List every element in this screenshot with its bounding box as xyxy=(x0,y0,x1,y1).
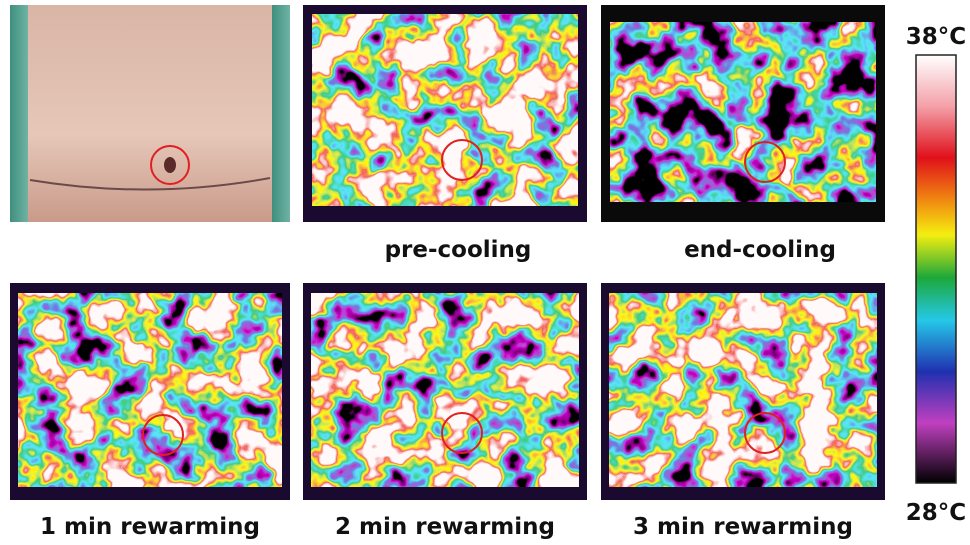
caption: 2 min rewarming xyxy=(335,514,555,540)
caption: 3 min rewarming xyxy=(633,514,853,540)
scale-min-label: 28°C xyxy=(906,500,966,526)
color-scale xyxy=(916,55,956,483)
thermal-panel xyxy=(10,283,290,500)
photo-panel xyxy=(10,5,290,222)
thermal-panel xyxy=(303,5,587,222)
figure: pre-cooling end-cooling 1 min rewarming … xyxy=(0,0,970,545)
scale-max-label: 38°C xyxy=(906,24,966,50)
thermal-panel xyxy=(601,5,885,222)
page: pre-cooling end-cooling 1 min rewarming … xyxy=(0,0,970,545)
caption: pre-cooling xyxy=(385,237,532,263)
caption: 1 min rewarming xyxy=(40,514,260,540)
caption: end-cooling xyxy=(684,237,836,263)
thermal-panel xyxy=(601,283,885,500)
thermal-panel xyxy=(303,283,587,500)
